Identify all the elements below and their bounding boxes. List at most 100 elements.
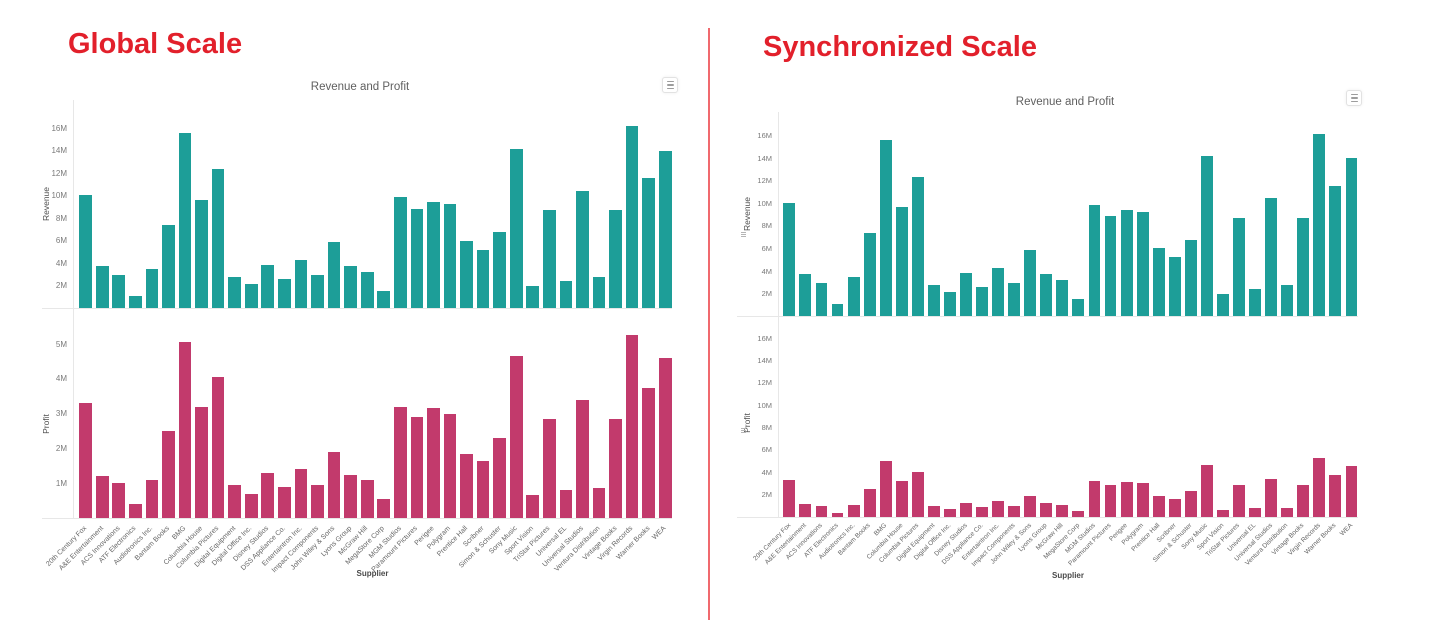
profit-bar[interactable] — [658, 357, 672, 518]
profit-bar[interactable] — [992, 501, 1005, 517]
revenue-bar[interactable] — [944, 291, 956, 316]
revenue-bar[interactable] — [95, 266, 109, 308]
profit-bar[interactable] — [609, 418, 622, 518]
revenue-bar[interactable] — [592, 277, 606, 308]
revenue-bar[interactable] — [1168, 257, 1181, 316]
profit-bar[interactable] — [1040, 503, 1053, 517]
profit-bar[interactable] — [559, 490, 573, 518]
profit-bar[interactable] — [1233, 485, 1245, 517]
profit-bar[interactable] — [476, 460, 490, 518]
profit-bar[interactable] — [79, 403, 92, 518]
revenue-bar[interactable] — [1329, 185, 1342, 316]
revenue-bar[interactable] — [992, 268, 1005, 316]
revenue-bar[interactable] — [145, 269, 159, 308]
profit-bar[interactable] — [1249, 508, 1262, 517]
revenue-bar[interactable] — [1313, 133, 1326, 316]
revenue-bar[interactable] — [895, 207, 908, 316]
profit-bar[interactable] — [393, 406, 407, 518]
revenue-bar[interactable] — [294, 260, 308, 308]
profit-bar[interactable] — [1056, 504, 1069, 517]
revenue-bar[interactable] — [178, 132, 192, 308]
revenue-bar[interactable] — [815, 283, 828, 316]
revenue-bar[interactable] — [476, 249, 490, 308]
profit-bar[interactable] — [642, 387, 656, 518]
profit-bar[interactable] — [509, 356, 523, 518]
revenue-bar[interactable] — [509, 148, 523, 308]
profit-bar[interactable] — [294, 469, 308, 518]
revenue-bar[interactable] — [1088, 205, 1101, 316]
profit-bar[interactable] — [960, 502, 972, 517]
revenue-bar[interactable] — [1265, 198, 1278, 316]
revenue-bar[interactable] — [625, 126, 639, 308]
revenue-bar[interactable] — [311, 275, 324, 308]
revenue-bar[interactable] — [1072, 299, 1085, 316]
revenue-bar[interactable] — [1136, 211, 1149, 316]
axis-sync-icon[interactable] — [741, 428, 746, 433]
profit-bar[interactable] — [1200, 465, 1213, 517]
profit-bar[interactable] — [244, 493, 258, 518]
revenue-bar[interactable] — [162, 224, 175, 308]
profit-bar[interactable] — [112, 483, 126, 518]
revenue-bar[interactable] — [879, 140, 892, 316]
profit-bar[interactable] — [1217, 509, 1229, 517]
profit-bar[interactable] — [228, 484, 242, 518]
revenue-bar[interactable] — [1040, 274, 1053, 316]
profit-bar[interactable] — [145, 479, 159, 518]
revenue-bar[interactable] — [460, 240, 473, 308]
revenue-bar[interactable] — [261, 264, 275, 308]
revenue-bar[interactable] — [1056, 280, 1069, 316]
more-options-button[interactable] — [1346, 90, 1362, 106]
profit-bar[interactable] — [863, 489, 876, 517]
profit-bar[interactable] — [1313, 458, 1326, 517]
profit-bar[interactable] — [1152, 496, 1165, 517]
revenue-bar[interactable] — [493, 232, 506, 308]
profit-bar[interactable] — [879, 460, 892, 517]
profit-bar[interactable] — [128, 504, 142, 518]
profit-bar[interactable] — [311, 484, 324, 518]
profit-bar[interactable] — [1088, 481, 1101, 517]
revenue-bar[interactable] — [1104, 216, 1117, 316]
more-options-button[interactable] — [662, 77, 678, 93]
profit-bar[interactable] — [847, 504, 860, 517]
profit-bar[interactable] — [460, 453, 473, 518]
profit-bar[interactable] — [1120, 481, 1133, 517]
profit-bar[interactable] — [1329, 475, 1342, 517]
revenue-bar[interactable] — [360, 272, 374, 308]
revenue-bar[interactable] — [228, 276, 242, 308]
revenue-bar[interactable] — [1345, 158, 1358, 316]
revenue-bar[interactable] — [976, 287, 988, 316]
profit-bar[interactable] — [799, 503, 812, 517]
revenue-bar[interactable] — [1249, 289, 1262, 316]
profit-bar[interactable] — [576, 399, 589, 518]
profit-bar[interactable] — [895, 481, 908, 517]
profit-bar[interactable] — [625, 335, 639, 518]
revenue-bar[interactable] — [393, 197, 407, 308]
revenue-bar[interactable] — [609, 210, 622, 308]
profit-bar[interactable] — [1136, 483, 1149, 517]
profit-bar[interactable] — [542, 418, 556, 518]
profit-bar[interactable] — [927, 506, 940, 517]
revenue-bar[interactable] — [542, 209, 556, 308]
profit-bar[interactable] — [95, 476, 109, 518]
profit-bar[interactable] — [178, 342, 192, 518]
profit-bar[interactable] — [278, 486, 291, 518]
profit-bar[interactable] — [327, 451, 341, 518]
revenue-bar[interactable] — [79, 195, 92, 308]
profit-bar[interactable] — [410, 417, 424, 518]
profit-bar[interactable] — [1297, 485, 1310, 517]
revenue-bar[interactable] — [911, 176, 924, 316]
revenue-bar[interactable] — [427, 201, 440, 308]
profit-bar[interactable] — [377, 498, 391, 518]
revenue-bar[interactable] — [960, 272, 972, 316]
profit-bar[interactable] — [1104, 484, 1117, 517]
revenue-bar[interactable] — [211, 169, 225, 308]
revenue-bar[interactable] — [1297, 218, 1310, 316]
revenue-bar[interactable] — [799, 274, 812, 316]
profit-bar[interactable] — [1072, 510, 1085, 517]
revenue-bar[interactable] — [327, 241, 341, 308]
revenue-bar[interactable] — [112, 275, 126, 308]
revenue-bar[interactable] — [642, 178, 656, 308]
profit-bar[interactable] — [195, 406, 208, 518]
profit-bar[interactable] — [1345, 465, 1358, 517]
profit-bar[interactable] — [815, 505, 828, 517]
